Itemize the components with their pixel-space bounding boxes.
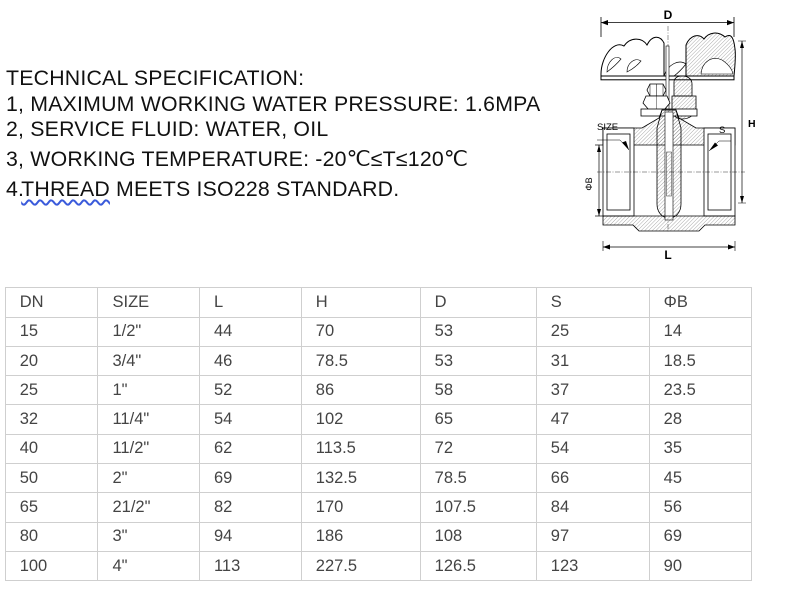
svg-text:H: H <box>748 118 756 130</box>
svg-text:ΦB: ΦB <box>584 177 594 190</box>
svg-text:D: D <box>664 8 673 22</box>
svg-text:S: S <box>719 125 725 136</box>
svg-text:SIZE: SIZE <box>597 122 618 133</box>
svg-text:L: L <box>664 248 671 262</box>
